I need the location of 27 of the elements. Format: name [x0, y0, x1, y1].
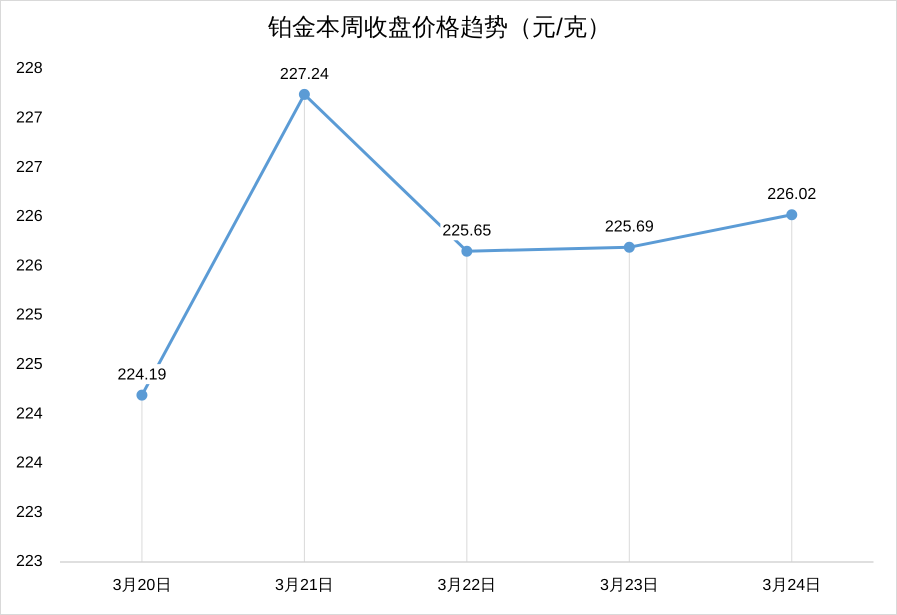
point: [624, 242, 635, 253]
point: [786, 209, 798, 220]
y-tick-label: 223: [16, 504, 43, 521]
point: [136, 390, 148, 401]
y-tick-label: 225: [16, 356, 43, 374]
x-tick-label: 3月22日: [437, 576, 496, 594]
y-tick-label: 223: [16, 553, 43, 570]
y-tick-label: 225: [16, 306, 43, 324]
x-tick-label: 3月21日: [275, 576, 334, 594]
x-tick-label: 3月20日: [112, 576, 172, 594]
x-tick-label: 3月23日: [600, 576, 659, 594]
y-tick-label: 226: [16, 257, 43, 274]
data-label: 225.65: [442, 222, 492, 240]
data-label: 224.19: [117, 366, 166, 384]
data-label: 227.24: [280, 66, 329, 83]
y-tick-label: 227: [16, 110, 43, 127]
point: [461, 246, 472, 257]
y-tick-label: 226: [16, 208, 43, 226]
chart-title: 铂金本周收盘价格趋势（元/克）: [267, 14, 611, 42]
y-tick-label: 227: [16, 158, 43, 176]
data-label: 225.69: [604, 218, 654, 236]
y-tick-label: 224: [16, 454, 43, 472]
point: [298, 88, 310, 100]
data-label: 226.02: [767, 186, 816, 204]
x-tick-label: 3月24日: [762, 576, 822, 594]
y-tick-label: 224: [16, 405, 43, 422]
y-tick-label: 228: [16, 60, 43, 78]
